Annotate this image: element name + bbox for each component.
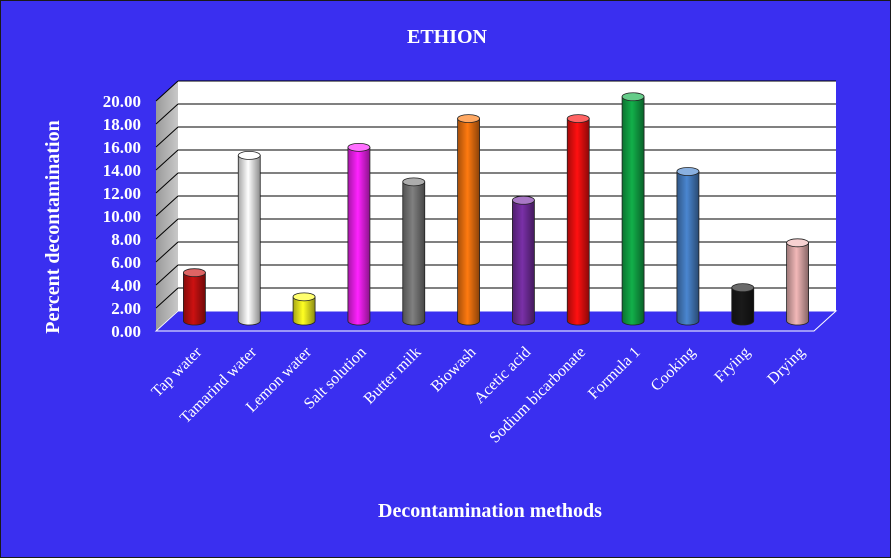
y-tick-label: 6.00: [111, 253, 141, 272]
bar-body: [512, 199, 535, 326]
y-tick-label: 10.00: [103, 207, 141, 226]
gridline-side: [155, 287, 179, 309]
bar-top: [731, 283, 755, 293]
bar-body: [347, 146, 371, 326]
bar: [731, 283, 755, 326]
y-tick-label: 8.00: [111, 230, 141, 249]
chart-title: ETHION: [407, 26, 488, 48]
y-tick-labels: 0.00 2.00 4.00 6.00 8.00 10.00 12.00 14.00 16.00…: [103, 92, 141, 341]
bar-top: [183, 268, 206, 278]
bar-body: [786, 242, 809, 326]
bar: [621, 92, 645, 326]
y-tick-label: 12.00: [103, 184, 141, 203]
gridline-side: [155, 241, 179, 263]
x-tick-label: Cooking: [648, 344, 699, 395]
y-axis-label: Percent decontamination: [42, 120, 64, 334]
bar-top: [512, 195, 535, 205]
gridline-side: [155, 103, 179, 125]
gridline-side: [155, 264, 179, 286]
bar-top: [786, 238, 809, 248]
bar: [457, 114, 480, 326]
bars: [183, 92, 809, 326]
bar: [347, 142, 371, 326]
gridline-side: [155, 218, 179, 240]
x-tick-label: Tap water: [148, 343, 205, 400]
bar-body: [457, 118, 480, 326]
bar-body: [402, 181, 426, 326]
gridline-side: [155, 195, 179, 217]
gridline-side: [155, 149, 179, 171]
y-tick-label: 14.00: [103, 161, 141, 180]
bar: [566, 114, 590, 326]
bar-top: [457, 114, 480, 123]
x-tick-label: Butter milk: [361, 344, 425, 408]
x-tick-label: Drying: [764, 344, 808, 388]
y-tick-label: 0.00: [111, 322, 141, 341]
bar-top: [237, 150, 261, 160]
y-tick-label: 16.00: [103, 138, 141, 157]
bar-top: [621, 92, 645, 102]
y-tick-label: 4.00: [111, 276, 141, 295]
bar-body: [566, 118, 590, 326]
bar: [676, 167, 700, 326]
bar: [292, 292, 316, 326]
x-tick-label: Frying: [711, 344, 753, 386]
y-tick-label: 18.00: [103, 115, 141, 134]
bar: [183, 268, 206, 326]
bar-top: [566, 114, 590, 123]
plot-floor: [154, 310, 838, 332]
x-tick-label: Sodium bicarbonate: [486, 344, 589, 447]
bar-body: [731, 287, 755, 326]
bar: [512, 195, 535, 326]
gridline-side: [155, 126, 179, 148]
bar: [237, 150, 261, 326]
x-axis-label: Decontamination methods: [378, 500, 602, 522]
bar-top: [676, 167, 700, 176]
bar-body: [237, 155, 261, 326]
bar-top: [402, 177, 426, 187]
bar-top: [292, 292, 316, 302]
bar-body: [183, 272, 206, 326]
bar-body: [292, 296, 316, 326]
gridline-side: [155, 172, 179, 194]
bar: [402, 177, 426, 326]
y-tick-label: 20.00: [103, 92, 141, 111]
x-tick-label: Biowash: [428, 344, 480, 396]
bar: [786, 238, 809, 326]
gridline-side: [155, 80, 179, 102]
bar-body: [676, 171, 700, 326]
x-tick-label: Formula 1: [585, 344, 644, 403]
bar-body: [621, 96, 645, 326]
bar-top: [347, 142, 371, 152]
y-tick-label: 2.00: [111, 299, 141, 318]
